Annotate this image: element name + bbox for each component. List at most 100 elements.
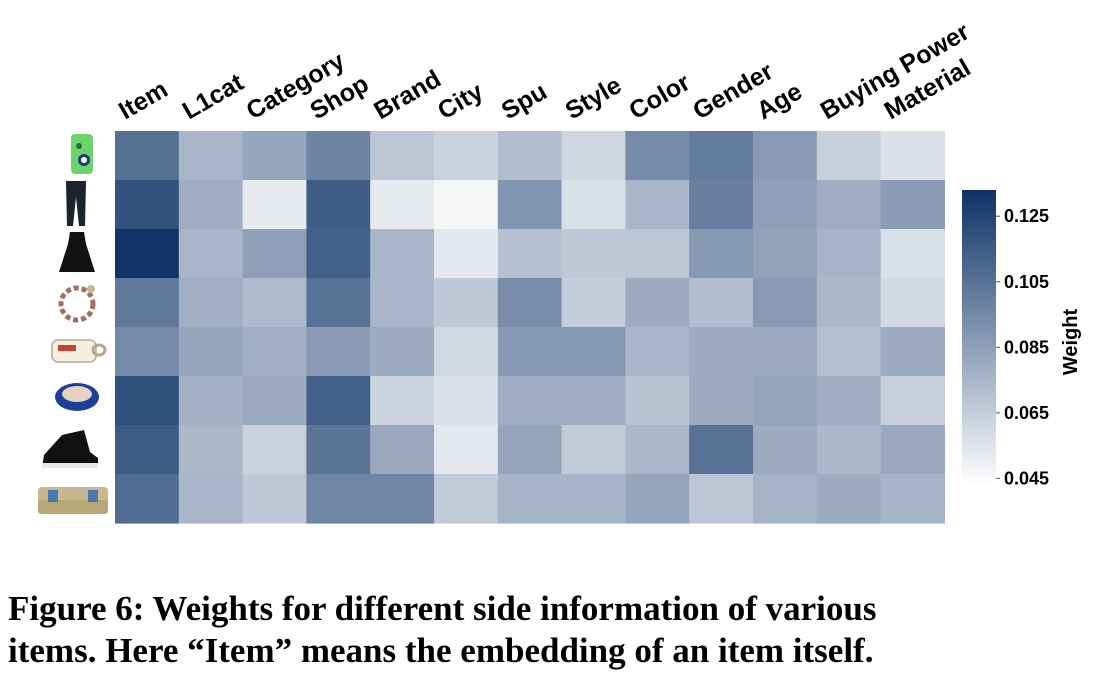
heatmap-cell-buying-power-row-4 [816,278,882,328]
column-label-color: Color [624,68,695,125]
heatmap-cell-color-row-7 [625,425,690,475]
heatmap-cell-style-row-4 [561,278,626,328]
heatmap-cell-style-row-3 [561,229,626,279]
heatmap-cell-color-row-4 [625,278,690,328]
heatmap-cell-material-row-4 [880,278,945,328]
heatmap-cell-style-row-6 [561,376,626,426]
heatmap-cell-l1cat-row-6 [178,376,244,426]
heatmap-cell-spu-row-7 [497,425,563,475]
heatmap-cell-age-row-3 [753,229,818,279]
heatmap-cell-shop-row-7 [306,425,371,475]
heatmap-cell-age-row-5 [753,327,818,377]
heatmap-cell-city-row-1 [434,131,499,181]
heatmap-cell-buying-power-row-1 [816,131,882,181]
colorbar-tick-label: 0.105 [1004,272,1049,292]
heatmap-cell-city-row-8 [434,474,499,524]
heatmap-cell-brand-row-7 [370,425,435,475]
heatmap-cell-color-row-8 [625,474,690,524]
heatmap-cell-l1cat-row-8 [178,474,244,524]
heatmap-cell-buying-power-row-6 [816,376,882,426]
heatmap-cell-brand-row-3 [370,229,435,279]
heatmap-cell-shop-row-8 [306,474,371,524]
heatmap-cell-brand-row-6 [370,376,435,426]
heatmap-cell-buying-power-row-5 [816,327,882,377]
heatmap-cell-category-row-5 [242,327,307,377]
heatmap-cell-material-row-3 [880,229,945,279]
heatmap-cell-item-row-1 [115,131,180,181]
heatmap-cell-spu-row-8 [497,474,563,524]
heatmap-cell-item-row-2 [115,180,180,230]
column-label-brand: Brand [369,65,446,125]
heatmap-cell-brand-row-2 [370,180,435,230]
heatmap-cell-spu-row-2 [497,180,563,230]
colorbar-title: Weight [1060,309,1082,376]
heatmap-cell-material-row-2 [880,180,945,230]
colorbar-tick-label: 0.085 [1004,337,1049,357]
heatmap-cell-age-row-4 [753,278,818,328]
heatmap-cells [115,131,945,524]
mug-icon [51,339,107,363]
heatmap-cell-l1cat-row-3 [178,229,244,279]
heatmap-cell-spu-row-1 [497,131,563,181]
heatmap-cell-color-row-6 [625,376,690,426]
column-label-l1cat: L1cat [178,68,249,125]
heatmap-cell-age-row-2 [753,180,818,230]
heatmap-cell-spu-row-4 [497,278,563,328]
heatmap-cell-item-row-8 [115,474,180,524]
heatmap-cell-gender-row-1 [689,131,754,181]
sneaker-icon [42,430,98,468]
colorbar-tick-label: 0.125 [1004,206,1049,226]
heatmap-cell-gender-row-7 [689,425,754,475]
heatmap-cell-item-row-5 [115,327,180,377]
heatmap-cell-buying-power-row-3 [816,229,882,279]
heatmap-cell-age-row-7 [753,425,818,475]
heatmap-cell-gender-row-5 [689,327,754,377]
heatmap-cell-city-row-6 [434,376,499,426]
column-label-item: Item [114,75,173,125]
heatmap-cell-l1cat-row-4 [178,278,244,328]
heatmap-cell-color-row-1 [625,131,690,181]
heatmap-cell-item-row-4 [115,278,180,328]
caption-line-2: items. Here “Item” means the embedding o… [8,631,874,670]
colorbar: 0.125 0.105 0.085 0.065 0.045 Weight [962,190,1082,488]
heatmap-cell-material-row-7 [880,425,945,475]
heatmap-cell-brand-row-1 [370,131,435,181]
heatmap-cell-item-row-3 [115,229,180,279]
heatmap-cell-spu-row-3 [497,229,563,279]
column-label-spu: Spu [497,77,552,125]
heatmap-cell-style-row-2 [561,180,626,230]
heatmap-cell-shop-row-4 [306,278,371,328]
heatmap-cell-gender-row-4 [689,278,754,328]
heatmap-cell-style-row-5 [561,327,626,377]
heatmap-cell-l1cat-row-5 [178,327,244,377]
heatmap-cell-color-row-3 [625,229,690,279]
caption-line-1: Figure 6: Weights for different side inf… [8,589,877,628]
heatmap-cell-age-row-6 [753,376,818,426]
heatmap-cell-category-row-4 [242,278,307,328]
heatmap-cell-city-row-7 [434,425,499,475]
colorbar-tick-label: 0.045 [1004,468,1049,488]
heatmap-cell-material-row-1 [880,131,945,181]
heatmap-cell-category-row-6 [242,376,307,426]
bowl-icon [55,383,99,411]
heatmap-cell-category-row-1 [242,131,307,181]
heatmap-cell-gender-row-8 [689,474,754,524]
heatmap-cell-material-row-8 [880,474,945,524]
heatmap-cell-category-row-3 [242,229,307,279]
heatmap-cell-category-row-2 [242,180,307,230]
heatmap-cell-buying-power-row-8 [816,474,882,524]
heatmap-cell-material-row-5 [880,327,945,377]
heatmap-cell-gender-row-2 [689,180,754,230]
heatmap-cell-category-row-8 [242,474,307,524]
heatmap-cell-shop-row-2 [306,180,371,230]
heatmap-cell-color-row-5 [625,327,690,377]
figure-caption: Figure 6: Weights for different side inf… [8,588,1113,672]
heatmap-cell-age-row-8 [753,474,818,524]
heatmap-cell-gender-row-6 [689,376,754,426]
heatmap-cell-material-row-6 [880,376,945,426]
heatmap-cell-gender-row-3 [689,229,754,279]
heatmap-cell-shop-row-5 [306,327,371,377]
heatmap-cell-l1cat-row-1 [178,131,244,181]
phone-case-icon [71,134,93,174]
